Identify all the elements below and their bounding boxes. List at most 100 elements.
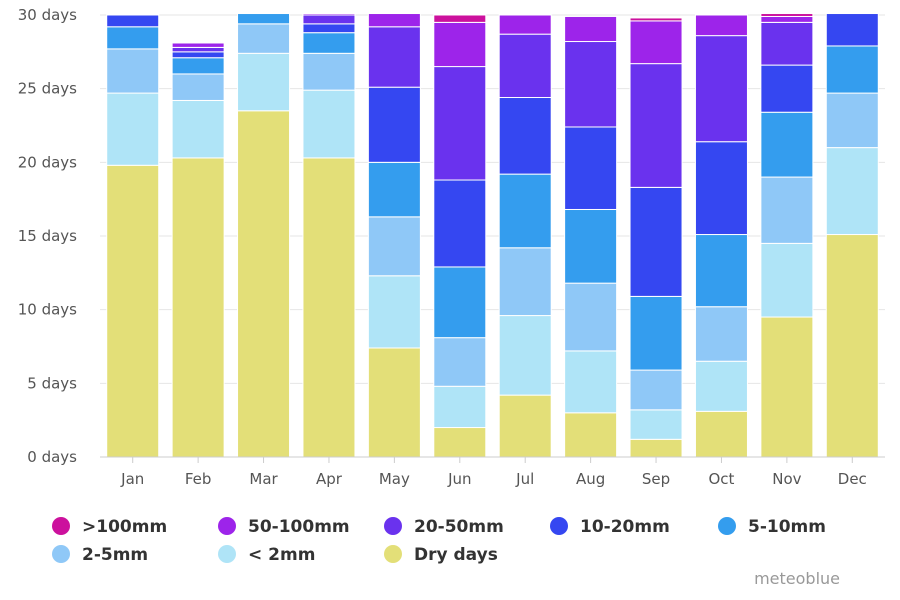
- bar-segment: [825, 13, 879, 47]
- bar-segment: [433, 66, 487, 181]
- bar-stack-jul: [498, 14, 552, 458]
- bar-segment: [825, 234, 879, 458]
- bar-segment: [629, 63, 683, 188]
- x-tick-label: Mar: [249, 470, 278, 488]
- legend-label: 20-50mm: [414, 517, 504, 537]
- bar-stack-jun: [433, 14, 487, 458]
- bar-segment: [237, 23, 291, 54]
- bar-segment: [825, 45, 879, 94]
- legend-swatch: [52, 545, 70, 563]
- bar-segment: [498, 315, 552, 396]
- bar-segment: [171, 73, 225, 101]
- bar-segment: [694, 35, 748, 143]
- bar-segment: [760, 242, 814, 318]
- credit-label: meteoblue: [754, 569, 840, 588]
- bar-segment: [825, 92, 879, 149]
- bar-segment: [237, 52, 291, 112]
- y-tick-label: 10 days: [18, 301, 77, 319]
- bar-segment: [498, 97, 552, 175]
- bar-stack-aug: [564, 15, 618, 458]
- legend-label: Dry days: [414, 545, 498, 565]
- bar-segment: [237, 110, 291, 458]
- bar-segment: [302, 23, 356, 34]
- x-tick-label: Feb: [185, 470, 212, 488]
- x-tick-label: Oct: [708, 470, 734, 488]
- y-tick-label: 5 days: [27, 374, 77, 392]
- legend-item[interactable]: >100mm: [52, 517, 167, 537]
- x-tick-label: Jun: [447, 470, 471, 488]
- legend-swatch: [52, 517, 70, 535]
- bar-segment: [433, 266, 487, 339]
- legend-item[interactable]: 2-5mm: [52, 545, 148, 565]
- grid-lines: [100, 14, 885, 458]
- legend-item[interactable]: Dry days: [384, 545, 498, 565]
- bar-segment: [694, 410, 748, 458]
- legend-label: 50-100mm: [248, 517, 350, 537]
- bar-segment: [106, 92, 160, 166]
- legend-label: < 2mm: [248, 545, 315, 565]
- bar-segment: [564, 126, 618, 210]
- x-tick-label: May: [379, 470, 410, 488]
- bar-segment: [564, 208, 618, 284]
- bar-segment: [564, 282, 618, 352]
- bar-stack-oct: [694, 14, 748, 458]
- bar-segment: [694, 360, 748, 412]
- legend-item[interactable]: 5-10mm: [718, 517, 826, 537]
- bar-segment: [433, 385, 487, 429]
- bar-segment: [302, 14, 356, 25]
- bar-segment: [367, 26, 421, 88]
- bar-segment: [760, 176, 814, 244]
- bar-stack-jan: [106, 14, 160, 458]
- legend-item[interactable]: 50-100mm: [218, 517, 350, 537]
- bar-segment: [629, 409, 683, 440]
- bar-segment: [629, 295, 683, 371]
- x-tick-label: Sep: [642, 470, 670, 488]
- bar-segment: [760, 15, 814, 23]
- x-tick-label: Nov: [772, 470, 801, 488]
- bar-segment: [564, 15, 618, 43]
- bar-segment: [302, 52, 356, 91]
- bar-stack-feb: [171, 42, 225, 458]
- bar-segment: [694, 234, 748, 308]
- bar-segment: [367, 13, 421, 28]
- bar-stack-may: [367, 13, 421, 458]
- bar-segment: [106, 164, 160, 458]
- bar-segment: [564, 350, 618, 414]
- bar-segment: [171, 57, 225, 75]
- bar-stack-mar: [237, 13, 291, 458]
- bar-segment: [694, 141, 748, 236]
- bar-segment: [629, 186, 683, 297]
- bar-segment: [367, 86, 421, 163]
- legend: >100mm 50-100mm 20-50mm 10-20mm 5-10mm 2-5mm <…: [52, 517, 826, 565]
- bar-segment: [171, 99, 225, 159]
- legend-swatch: [384, 517, 402, 535]
- bar-stack-sep: [629, 17, 683, 458]
- bar-segment: [498, 14, 552, 35]
- legend-swatch: [218, 545, 236, 563]
- bar-segment: [498, 394, 552, 458]
- legend-swatch: [218, 517, 236, 535]
- y-tick-label: 25 days: [18, 80, 77, 98]
- bar-segment: [171, 46, 225, 53]
- bar-segment: [760, 111, 814, 178]
- bar-segment: [302, 32, 356, 54]
- bar-segment: [302, 89, 356, 159]
- bar-stack-dec: [825, 13, 879, 458]
- legend-item[interactable]: 20-50mm: [384, 517, 504, 537]
- legend-label: 2-5mm: [82, 545, 148, 565]
- bar-segment: [433, 179, 487, 268]
- legend-item[interactable]: < 2mm: [218, 545, 315, 565]
- bar-segment: [498, 33, 552, 99]
- bar-stack-nov: [760, 13, 814, 458]
- bar-segment: [498, 247, 552, 317]
- bar-segment: [629, 369, 683, 411]
- x-tick-label: Jul: [515, 470, 534, 488]
- y-tick-label: 20 days: [18, 153, 77, 171]
- bar-segment: [106, 14, 160, 28]
- bar-segment: [367, 161, 421, 218]
- legend-label: 5-10mm: [748, 517, 826, 537]
- legend-item[interactable]: 10-20mm: [550, 517, 670, 537]
- bar-segment: [760, 64, 814, 113]
